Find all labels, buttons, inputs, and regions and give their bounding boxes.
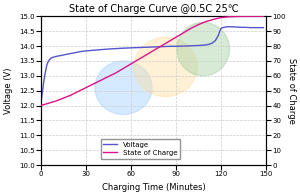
Voltage	[44, 72, 47, 74]
State of Charge	[152, 49, 155, 52]
Voltage	[244, 26, 247, 28]
State of Charge	[250, 15, 253, 17]
Voltage	[40, 93, 44, 95]
State of Charge	[159, 45, 163, 47]
Line: State of Charge: State of Charge	[41, 16, 263, 106]
Voltage	[216, 34, 220, 37]
Ellipse shape	[177, 22, 230, 76]
State of Charge	[204, 20, 208, 23]
State of Charge	[54, 100, 58, 102]
Ellipse shape	[134, 37, 197, 97]
State of Charge	[242, 15, 246, 17]
Voltage	[92, 49, 95, 51]
State of Charge	[122, 67, 125, 70]
Voltage	[235, 26, 238, 28]
State of Charge	[39, 104, 43, 107]
Legend: Voltage, State of Charge: Voltage, State of Charge	[100, 139, 180, 159]
Voltage	[197, 44, 200, 47]
Voltage	[182, 45, 185, 47]
Voltage	[227, 25, 231, 28]
Voltage	[226, 25, 229, 28]
Voltage	[210, 42, 214, 44]
State of Charge	[227, 16, 231, 18]
State of Charge	[92, 83, 95, 85]
Voltage	[218, 30, 221, 32]
State of Charge	[197, 23, 200, 26]
State of Charge	[219, 16, 223, 19]
State of Charge	[235, 15, 238, 18]
Y-axis label: Voltage (V): Voltage (V)	[4, 67, 13, 114]
Voltage	[221, 26, 224, 29]
State of Charge	[61, 97, 65, 99]
Ellipse shape	[95, 61, 152, 114]
State of Charge	[212, 18, 215, 21]
Voltage	[224, 26, 227, 28]
Voltage	[137, 46, 140, 49]
Voltage	[54, 55, 58, 58]
Voltage	[72, 52, 76, 54]
State of Charge	[189, 27, 193, 29]
Voltage	[39, 103, 43, 105]
State of Charge	[262, 15, 265, 17]
Line: Voltage: Voltage	[41, 27, 263, 104]
X-axis label: Charging Time (Minutes): Charging Time (Minutes)	[102, 183, 206, 192]
State of Charge	[76, 90, 80, 93]
Voltage	[207, 43, 211, 45]
Voltage	[239, 26, 243, 28]
Voltage	[51, 56, 55, 59]
Voltage	[106, 48, 110, 50]
State of Charge	[167, 40, 170, 43]
Voltage	[213, 40, 217, 42]
Voltage	[61, 54, 65, 56]
State of Charge	[84, 86, 88, 89]
Voltage	[230, 25, 234, 28]
Voltage	[57, 55, 61, 57]
Voltage	[262, 26, 265, 29]
Voltage	[257, 26, 261, 29]
Voltage	[66, 53, 70, 55]
State of Charge	[182, 32, 185, 34]
Voltage	[46, 60, 50, 63]
State of Charge	[99, 79, 103, 82]
Voltage	[152, 46, 155, 48]
State of Charge	[129, 63, 133, 65]
Voltage	[250, 26, 253, 29]
State of Charge	[144, 54, 148, 56]
State of Charge	[257, 15, 261, 17]
Voltage	[48, 58, 52, 61]
Voltage	[42, 81, 46, 83]
Voltage	[122, 47, 125, 49]
Title: State of Charge Curve @0.5C 25℃: State of Charge Curve @0.5C 25℃	[69, 4, 238, 14]
Voltage	[167, 45, 170, 48]
Voltage	[50, 57, 53, 59]
State of Charge	[174, 36, 178, 38]
Voltage	[204, 44, 208, 46]
State of Charge	[46, 102, 50, 104]
Voltage	[80, 50, 83, 53]
Voltage	[201, 44, 205, 46]
State of Charge	[106, 75, 110, 78]
Voltage	[222, 26, 226, 28]
State of Charge	[69, 94, 73, 96]
Voltage	[219, 27, 223, 29]
Y-axis label: State of Charge: State of Charge	[287, 58, 296, 124]
State of Charge	[114, 72, 118, 74]
State of Charge	[137, 58, 140, 61]
Voltage	[45, 64, 49, 67]
